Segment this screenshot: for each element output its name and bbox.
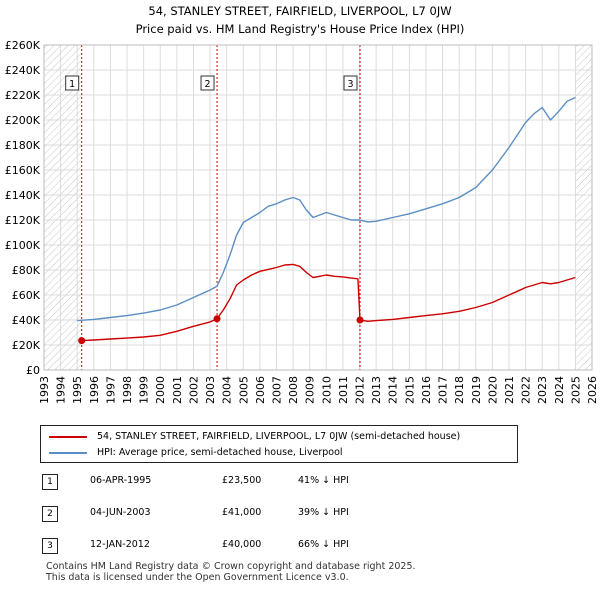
price-paid-line bbox=[81, 263, 576, 342]
y-tick-label: £220K bbox=[5, 89, 41, 102]
hatched-region bbox=[44, 45, 82, 370]
x-tick-label: 1996 bbox=[88, 376, 101, 404]
x-tick-label: 2012 bbox=[354, 376, 367, 404]
y-tick-label: £120K bbox=[5, 214, 41, 227]
x-tick-label: 2002 bbox=[187, 376, 200, 404]
x-tick-label: 1999 bbox=[138, 376, 151, 404]
x-tick-label: 2016 bbox=[420, 376, 433, 404]
footer-licence: This data is licensed under the Open Gov… bbox=[46, 572, 349, 583]
hpi-line bbox=[77, 96, 576, 322]
y-tick-label: £100K bbox=[5, 239, 41, 252]
legend-item-property: 54, STANLEY STREET, FAIRFIELD, LIVERPOOL… bbox=[49, 429, 460, 444]
sale-price: £41,000 bbox=[222, 507, 262, 518]
table-row: 1 06-APR-1995 £23,500 41% ↓ HPI bbox=[40, 472, 500, 492]
x-tick-label: 2018 bbox=[453, 376, 466, 404]
x-tick-label: 2006 bbox=[254, 376, 267, 404]
x-tick-label: 2021 bbox=[503, 376, 516, 404]
sale-hpi-diff: 66% ↓ HPI bbox=[298, 539, 349, 550]
sale-hpi-diff: 41% ↓ HPI bbox=[298, 475, 349, 486]
x-tick-label: 2005 bbox=[237, 376, 250, 404]
x-tick-label: 2024 bbox=[553, 376, 566, 404]
legend-swatch-property bbox=[49, 435, 87, 438]
x-tick-label: 2003 bbox=[204, 376, 217, 404]
legend-swatch-hpi bbox=[49, 451, 87, 454]
legend-label-property: 54, STANLEY STREET, FAIRFIELD, LIVERPOOL… bbox=[97, 431, 461, 442]
x-tick-label: 2017 bbox=[437, 376, 450, 404]
x-tick-label: 2014 bbox=[387, 376, 400, 404]
price-chart: 1 2 3 £0 £20K £40K £60K £80K £100K £120K £140K £16… bbox=[5, 39, 599, 404]
y-tick-label: £140K bbox=[5, 189, 41, 202]
x-tick-label: 2007 bbox=[270, 376, 283, 404]
x-tick-label: 1997 bbox=[104, 376, 117, 404]
sale-date: 06-APR-1995 bbox=[90, 475, 152, 486]
y-tick-label: £180K bbox=[5, 139, 41, 152]
sale-price: £23,500 bbox=[222, 475, 262, 486]
footer-copyright: Contains HM Land Registry data © Crown c… bbox=[46, 561, 416, 572]
x-tick-label: 2010 bbox=[320, 376, 333, 404]
sale-badge: 1 bbox=[42, 474, 58, 490]
sale-label-box bbox=[65, 75, 80, 91]
sale-marker bbox=[78, 337, 86, 345]
x-tick-label: 2023 bbox=[536, 376, 549, 404]
x-tick-label: 2004 bbox=[221, 376, 234, 404]
sale-label: 3 bbox=[347, 79, 353, 90]
sale-badge: 3 bbox=[42, 538, 58, 554]
sale-price: £40,000 bbox=[222, 539, 262, 550]
chart-subtitle: Price paid vs. HM Land Registry's House … bbox=[135, 22, 465, 36]
sale-label-box bbox=[343, 75, 358, 91]
sale-badge: 2 bbox=[42, 506, 58, 522]
x-tick-label: 2008 bbox=[287, 376, 300, 404]
x-tick-label: 2013 bbox=[370, 376, 383, 404]
sale-label: 1 bbox=[69, 79, 75, 90]
table-row: 2 04-JUN-2003 £41,000 39% ↓ HPI bbox=[40, 504, 500, 524]
y-tick-label: £200K bbox=[5, 114, 41, 127]
sale-label-box bbox=[200, 75, 215, 91]
sale-hpi-diff: 39% ↓ HPI bbox=[298, 507, 349, 518]
x-tick-label: 2019 bbox=[470, 376, 483, 404]
y-tick-label: £20K bbox=[12, 339, 41, 352]
y-tick-label: £60K bbox=[12, 289, 41, 302]
y-tick-label: £80K bbox=[12, 264, 41, 277]
x-tick-label: 2026 bbox=[586, 376, 599, 404]
y-tick-label: £40K bbox=[12, 314, 41, 327]
x-tick-label: 1995 bbox=[71, 376, 84, 404]
x-tick-label: 1993 bbox=[38, 376, 51, 404]
sale-date: 04-JUN-2003 bbox=[90, 507, 151, 518]
legend: 54, STANLEY STREET, FAIRFIELD, LIVERPOOL… bbox=[40, 425, 518, 463]
chart-title: 54, STANLEY STREET, FAIRFIELD, LIVERPOOL… bbox=[148, 4, 452, 18]
sale-marker bbox=[213, 315, 221, 323]
table-row: 3 12-JAN-2012 £40,000 66% ↓ HPI bbox=[40, 536, 500, 556]
legend-label-hpi: HPI: Average price, semi-detached house,… bbox=[97, 447, 343, 458]
y-tick-label: £0 bbox=[26, 364, 40, 377]
x-tick-label: 2009 bbox=[304, 376, 317, 404]
x-tick-label: 2001 bbox=[171, 376, 184, 404]
sale-date: 12-JAN-2012 bbox=[90, 539, 150, 550]
x-tick-label: 2022 bbox=[520, 376, 533, 404]
x-tick-label: 2025 bbox=[569, 376, 582, 404]
sale-marker bbox=[356, 316, 364, 324]
plot-area bbox=[44, 45, 592, 370]
x-tick-label: 2020 bbox=[486, 376, 499, 404]
x-tick-label: 2011 bbox=[337, 376, 350, 404]
y-tick-label: £160K bbox=[5, 164, 41, 177]
sale-label: 2 bbox=[205, 79, 211, 90]
plot-border bbox=[43, 44, 593, 371]
x-tick-label: 1998 bbox=[121, 376, 134, 404]
x-tick-label: 2015 bbox=[403, 376, 416, 404]
x-tick-label: 1994 bbox=[55, 376, 68, 404]
y-tick-label: £240K bbox=[5, 64, 41, 77]
y-tick-label: £260K bbox=[5, 39, 41, 52]
hatched-region bbox=[575, 45, 592, 370]
legend-item-hpi: HPI: Average price, semi-detached house,… bbox=[49, 445, 343, 460]
x-tick-label: 2000 bbox=[154, 376, 167, 404]
